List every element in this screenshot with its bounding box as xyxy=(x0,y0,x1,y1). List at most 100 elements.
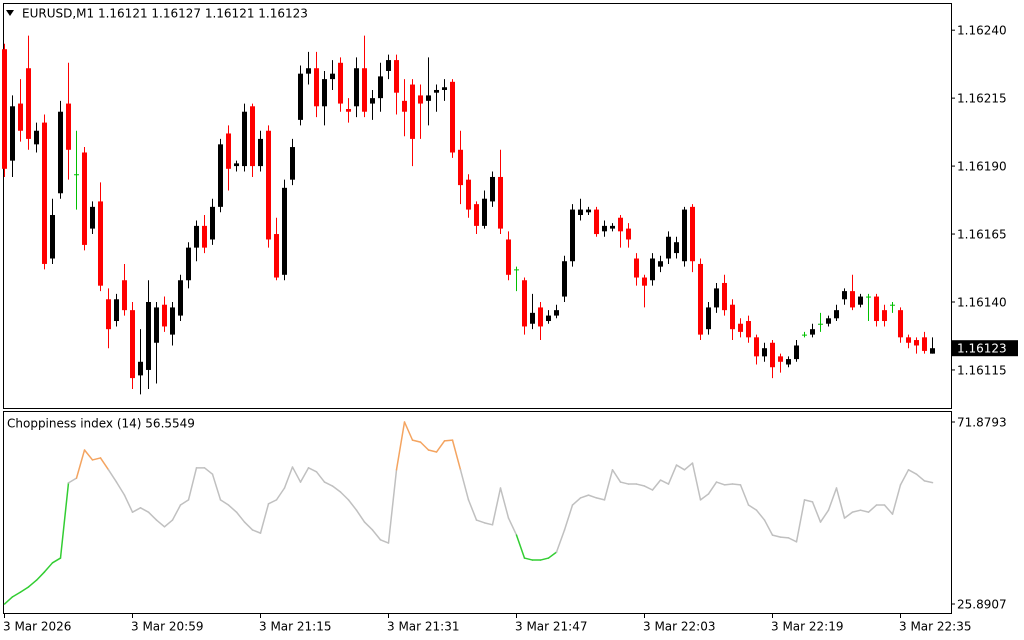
indicator-segment xyxy=(267,499,278,505)
indicator-segment xyxy=(683,462,694,471)
indicator-segment xyxy=(251,529,262,534)
indicator-segment xyxy=(563,504,574,531)
indicator-segment xyxy=(323,481,334,487)
candle-body xyxy=(114,299,119,322)
indicator-segment xyxy=(115,481,126,496)
candle-body xyxy=(594,209,599,235)
candle-body xyxy=(90,206,95,229)
candle-body xyxy=(538,307,543,327)
candle-body xyxy=(546,315,551,322)
indicator-segment xyxy=(451,439,462,471)
candle-body xyxy=(930,348,935,354)
candle-body xyxy=(322,79,327,107)
candle-body xyxy=(714,288,719,308)
indicator-segment xyxy=(755,509,766,521)
indicator-segment xyxy=(475,519,486,524)
candle-body xyxy=(698,263,703,335)
candle-body xyxy=(410,84,415,139)
candle-body xyxy=(10,106,15,161)
candle-body xyxy=(138,361,143,376)
candle-body xyxy=(658,261,663,267)
y-tick-label: 1.16165 xyxy=(957,228,1007,242)
indicator-segment xyxy=(803,499,814,503)
candle-body xyxy=(98,201,103,286)
collapse-arrow[interactable] xyxy=(6,10,14,16)
candle-body xyxy=(898,310,903,338)
candle-body xyxy=(42,122,47,264)
candle-body xyxy=(314,68,319,107)
indicator-segment xyxy=(187,467,198,501)
indicator-segment xyxy=(259,503,270,534)
indicator-segment xyxy=(739,484,750,506)
candle-body xyxy=(450,81,455,153)
candle-body xyxy=(850,291,855,308)
indicator-segment xyxy=(67,477,78,484)
indicator-segment xyxy=(43,562,54,573)
indicator-segment xyxy=(123,494,134,513)
indicator-segment xyxy=(203,467,214,475)
candle-body xyxy=(82,152,87,245)
indicator-segment xyxy=(483,522,494,526)
indicator-segment xyxy=(227,504,238,513)
candle-body xyxy=(434,89,439,93)
candle-body xyxy=(586,209,591,213)
indicator-segment xyxy=(219,499,230,506)
candle-body xyxy=(306,68,311,74)
price-panel xyxy=(3,3,952,409)
candle-body xyxy=(250,106,255,167)
candle-body xyxy=(426,95,431,101)
candle-body xyxy=(338,62,343,104)
candle-body xyxy=(26,68,31,139)
candle-body xyxy=(570,209,575,262)
candle-body xyxy=(682,209,687,262)
candle-body xyxy=(218,144,223,207)
indicator-segment xyxy=(155,519,166,528)
candle-body xyxy=(258,138,263,167)
indicator-segment xyxy=(715,481,726,486)
indicator-segment xyxy=(907,469,918,475)
candle-body xyxy=(858,296,863,305)
indicator-segment xyxy=(59,482,70,559)
indicator-panel xyxy=(3,411,952,614)
candle-body xyxy=(650,258,655,281)
candle-body xyxy=(602,225,607,232)
indicator-segment xyxy=(459,469,470,501)
candle-body xyxy=(906,337,911,343)
candle-body xyxy=(674,242,679,254)
candle-body xyxy=(354,68,359,107)
candle-body xyxy=(834,310,839,319)
candle-body xyxy=(442,87,447,90)
indicator-segment xyxy=(891,484,902,515)
indicator-segment xyxy=(339,491,350,501)
candle-body xyxy=(66,103,71,150)
candle-body xyxy=(202,225,207,248)
indicator-segment xyxy=(883,504,894,515)
indicator-segment xyxy=(467,499,478,521)
indicator-segment xyxy=(707,481,718,495)
candle-body xyxy=(394,60,399,93)
candle-body xyxy=(706,307,711,330)
candle-body xyxy=(922,337,927,351)
indicator-segment xyxy=(395,421,406,471)
x-tick-label: 3 Mar 21:31 xyxy=(387,620,460,634)
indicator-segment xyxy=(27,579,38,588)
candle-body xyxy=(690,206,695,262)
indicator-segment xyxy=(443,439,454,442)
indicator-segment xyxy=(291,466,302,483)
indicator-segment xyxy=(555,529,566,553)
candle-body xyxy=(618,217,623,232)
indicator-segment xyxy=(843,511,854,519)
indicator-segment xyxy=(635,483,646,487)
x-tick-label: 3 Mar 22:19 xyxy=(771,620,844,634)
indicator-segment xyxy=(603,469,614,501)
indicator-segment xyxy=(163,519,174,528)
indicator-segment xyxy=(859,509,870,513)
x-tick-label: 3 Mar 21:47 xyxy=(515,620,588,634)
indicator-segment xyxy=(787,537,798,543)
candle-body xyxy=(770,342,775,368)
indicator-segment xyxy=(811,501,822,523)
indicator-segment xyxy=(75,449,86,479)
x-tick-label: 3 Mar 2026 xyxy=(3,620,71,634)
candle-body xyxy=(786,359,791,365)
